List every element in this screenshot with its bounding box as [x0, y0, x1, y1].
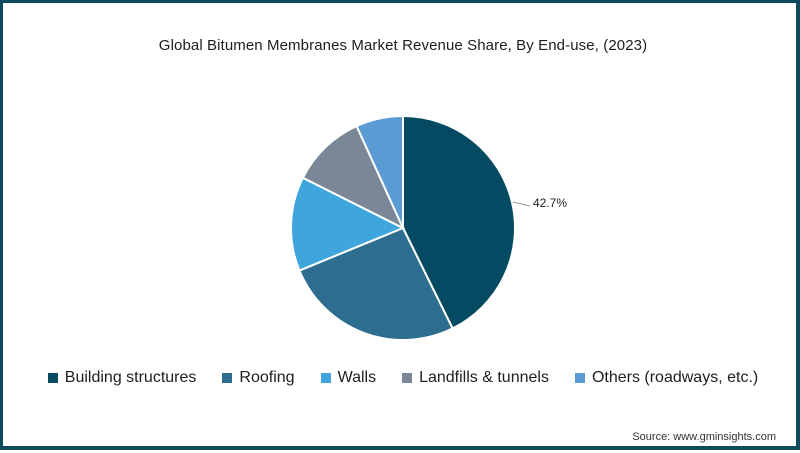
legend-swatch-icon	[47, 373, 58, 383]
legend-label: Walls	[337, 369, 377, 386]
legend-item-landfills-tunnels[interactable]: Landfills & tunnels	[402, 369, 549, 387]
pie-chart	[290, 114, 531, 341]
label-leader-line	[512, 201, 531, 207]
pie-slice-walls[interactable]	[290, 176, 406, 272]
legend-swatch-icon	[222, 373, 233, 383]
legend-label: Others (roadways, etc.)	[591, 369, 759, 386]
pie-slice-building-structures[interactable]	[402, 114, 516, 330]
legend-label: Building structures	[64, 369, 197, 386]
pie-slice-roofing[interactable]	[298, 226, 454, 341]
legend-swatch-icon	[320, 373, 331, 383]
pie-slice-others-roadways-etc[interactable]	[355, 114, 404, 229]
legend-label: Roofing	[239, 369, 295, 386]
legend: Building structures Roofing Walls Landfi…	[3, 369, 800, 387]
pie-slices	[290, 114, 516, 341]
legend-swatch-icon	[574, 373, 585, 383]
legend-item-roofing[interactable]: Roofing	[222, 369, 295, 387]
legend-item-walls[interactable]: Walls	[320, 369, 377, 387]
legend-item-building-structures[interactable]: Building structures	[47, 369, 197, 387]
chart-title: Global Bitumen Membranes Market Revenue …	[158, 37, 648, 54]
source-note: Source: www.gminsights.com	[632, 431, 776, 443]
legend-swatch-icon	[402, 373, 413, 383]
legend-item-others[interactable]: Others (roadways, etc.)	[574, 369, 759, 387]
legend-label: Landfills & tunnels	[419, 369, 549, 386]
slice-label-building-structures: 42.7%	[533, 196, 568, 210]
pie-slice-landfills-tunnels[interactable]	[301, 124, 406, 231]
